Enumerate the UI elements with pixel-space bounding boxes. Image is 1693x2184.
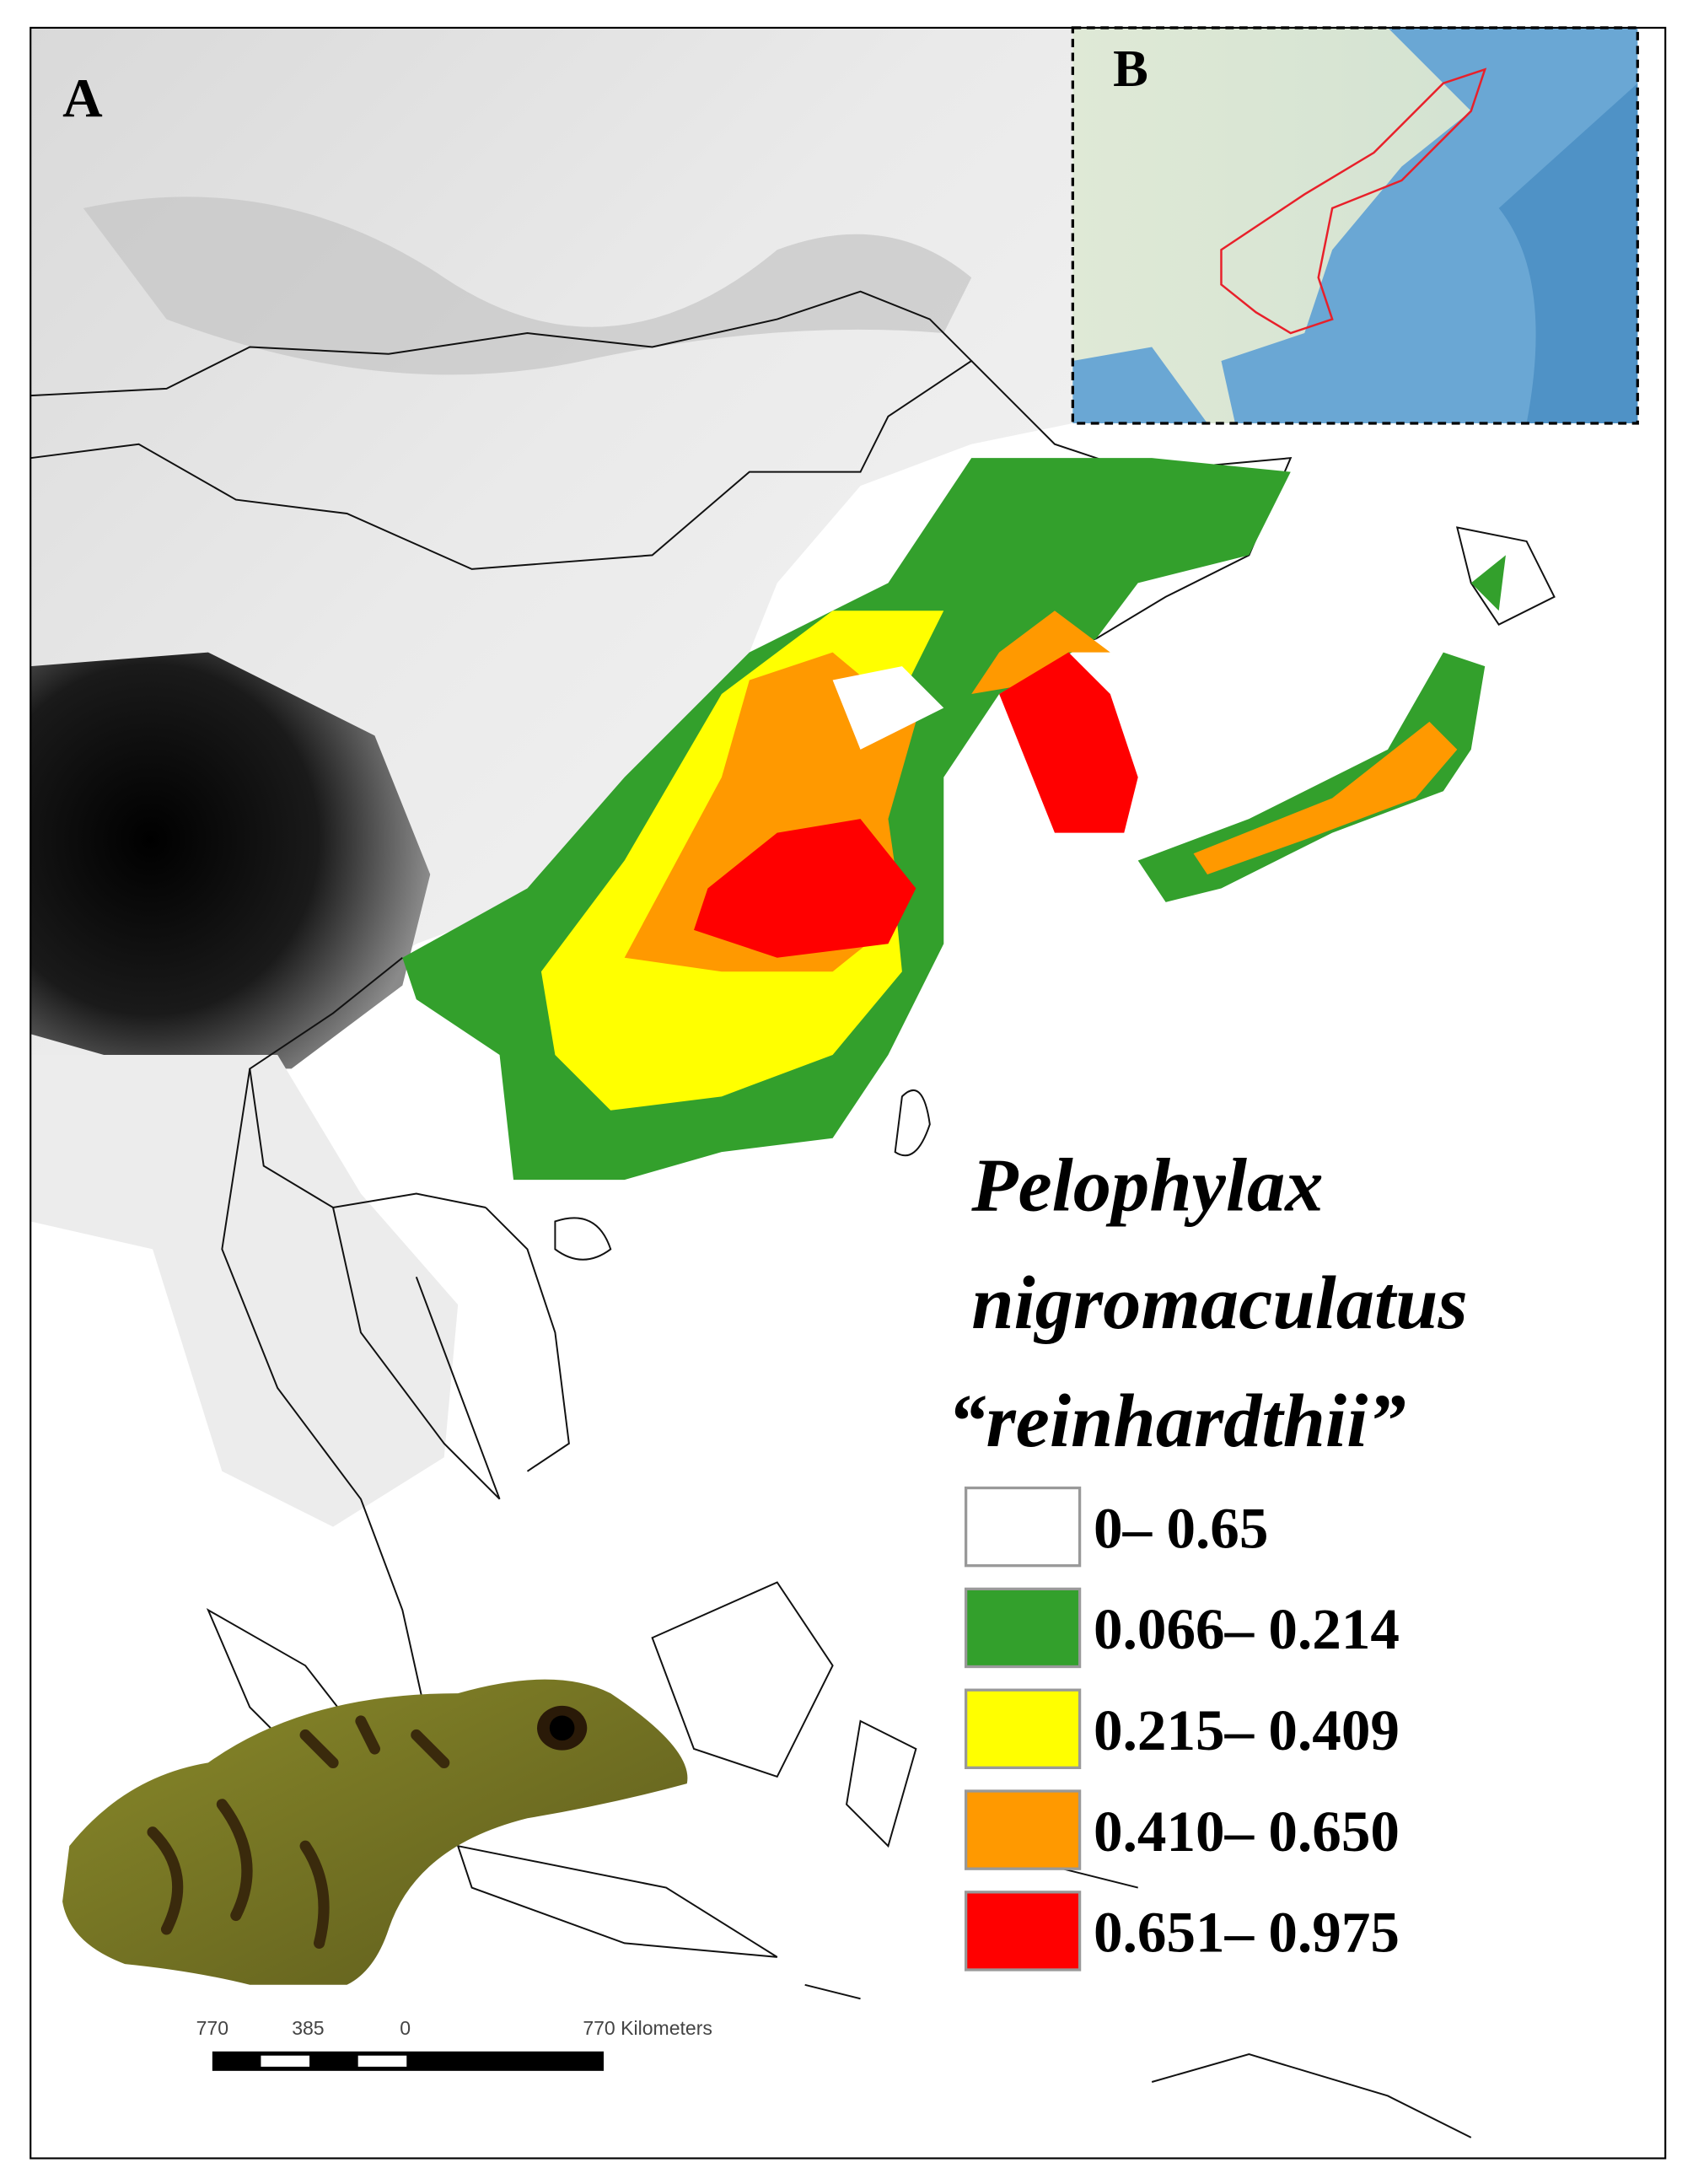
suitability-area bbox=[971, 611, 1110, 694]
suitability-area bbox=[1470, 555, 1506, 611]
suitability-area bbox=[1137, 652, 1486, 902]
legend-title: “reinhardthii” bbox=[948, 1378, 1405, 1463]
island-taiwan bbox=[894, 1089, 931, 1157]
island-hainan bbox=[554, 1217, 612, 1261]
scale-bar-label: 770 bbox=[196, 2017, 228, 2039]
figure-content: 770 385 0 770 Kilometers A B Pelophylax … bbox=[30, 26, 1667, 2160]
legend-label: 0– 0.65 bbox=[1094, 1495, 1268, 1560]
panel-label: B bbox=[1113, 39, 1148, 98]
legend-swatch bbox=[964, 1587, 1082, 1669]
island-hokkaido bbox=[1455, 526, 1556, 626]
suitability-area bbox=[999, 652, 1138, 833]
inset-sea bbox=[1072, 27, 1638, 424]
scale-bar-label: 0 bbox=[400, 2017, 411, 2039]
sea bbox=[832, 666, 944, 750]
scale-bar-label: 770 Kilometers bbox=[583, 2017, 712, 2039]
legend-label: 0.651– 0.975 bbox=[1094, 1900, 1400, 1965]
suitability-area bbox=[694, 819, 916, 958]
suitability-area bbox=[1193, 721, 1458, 874]
legend-swatch bbox=[964, 1688, 1082, 1769]
legend-swatch bbox=[964, 1486, 1082, 1568]
scale-bar bbox=[212, 2051, 605, 2071]
coastline bbox=[485, 1207, 570, 1472]
inset-sea bbox=[1498, 83, 1638, 424]
country-border bbox=[249, 956, 486, 1209]
legend-label: 0.066– 0.214 bbox=[1094, 1596, 1400, 1661]
elevation-relief bbox=[83, 196, 972, 375]
legend-swatch bbox=[964, 1789, 1082, 1870]
figure-border bbox=[30, 26, 1667, 2160]
panel-label: A bbox=[62, 67, 103, 129]
frog-photo bbox=[62, 1679, 688, 1985]
legend-title: nigromaculatus bbox=[971, 1260, 1468, 1345]
legend-title: Pelophylax bbox=[970, 1142, 1323, 1227]
legend-label: 0.215– 0.409 bbox=[1094, 1697, 1400, 1762]
elevation-plateau bbox=[30, 652, 431, 1069]
legend-swatch bbox=[964, 1891, 1082, 1972]
country-border bbox=[221, 1068, 501, 1735]
scale-bar-label: 385 bbox=[292, 2017, 324, 2039]
legend-label: 0.410– 0.650 bbox=[1094, 1799, 1400, 1864]
inset-range-outline bbox=[1220, 67, 1487, 335]
elevation-relief bbox=[30, 1054, 459, 1527]
legend: 0– 0.65 0.066– 0.214 0.215– 0.409 0.410– 0.… bbox=[964, 1486, 1400, 1972]
